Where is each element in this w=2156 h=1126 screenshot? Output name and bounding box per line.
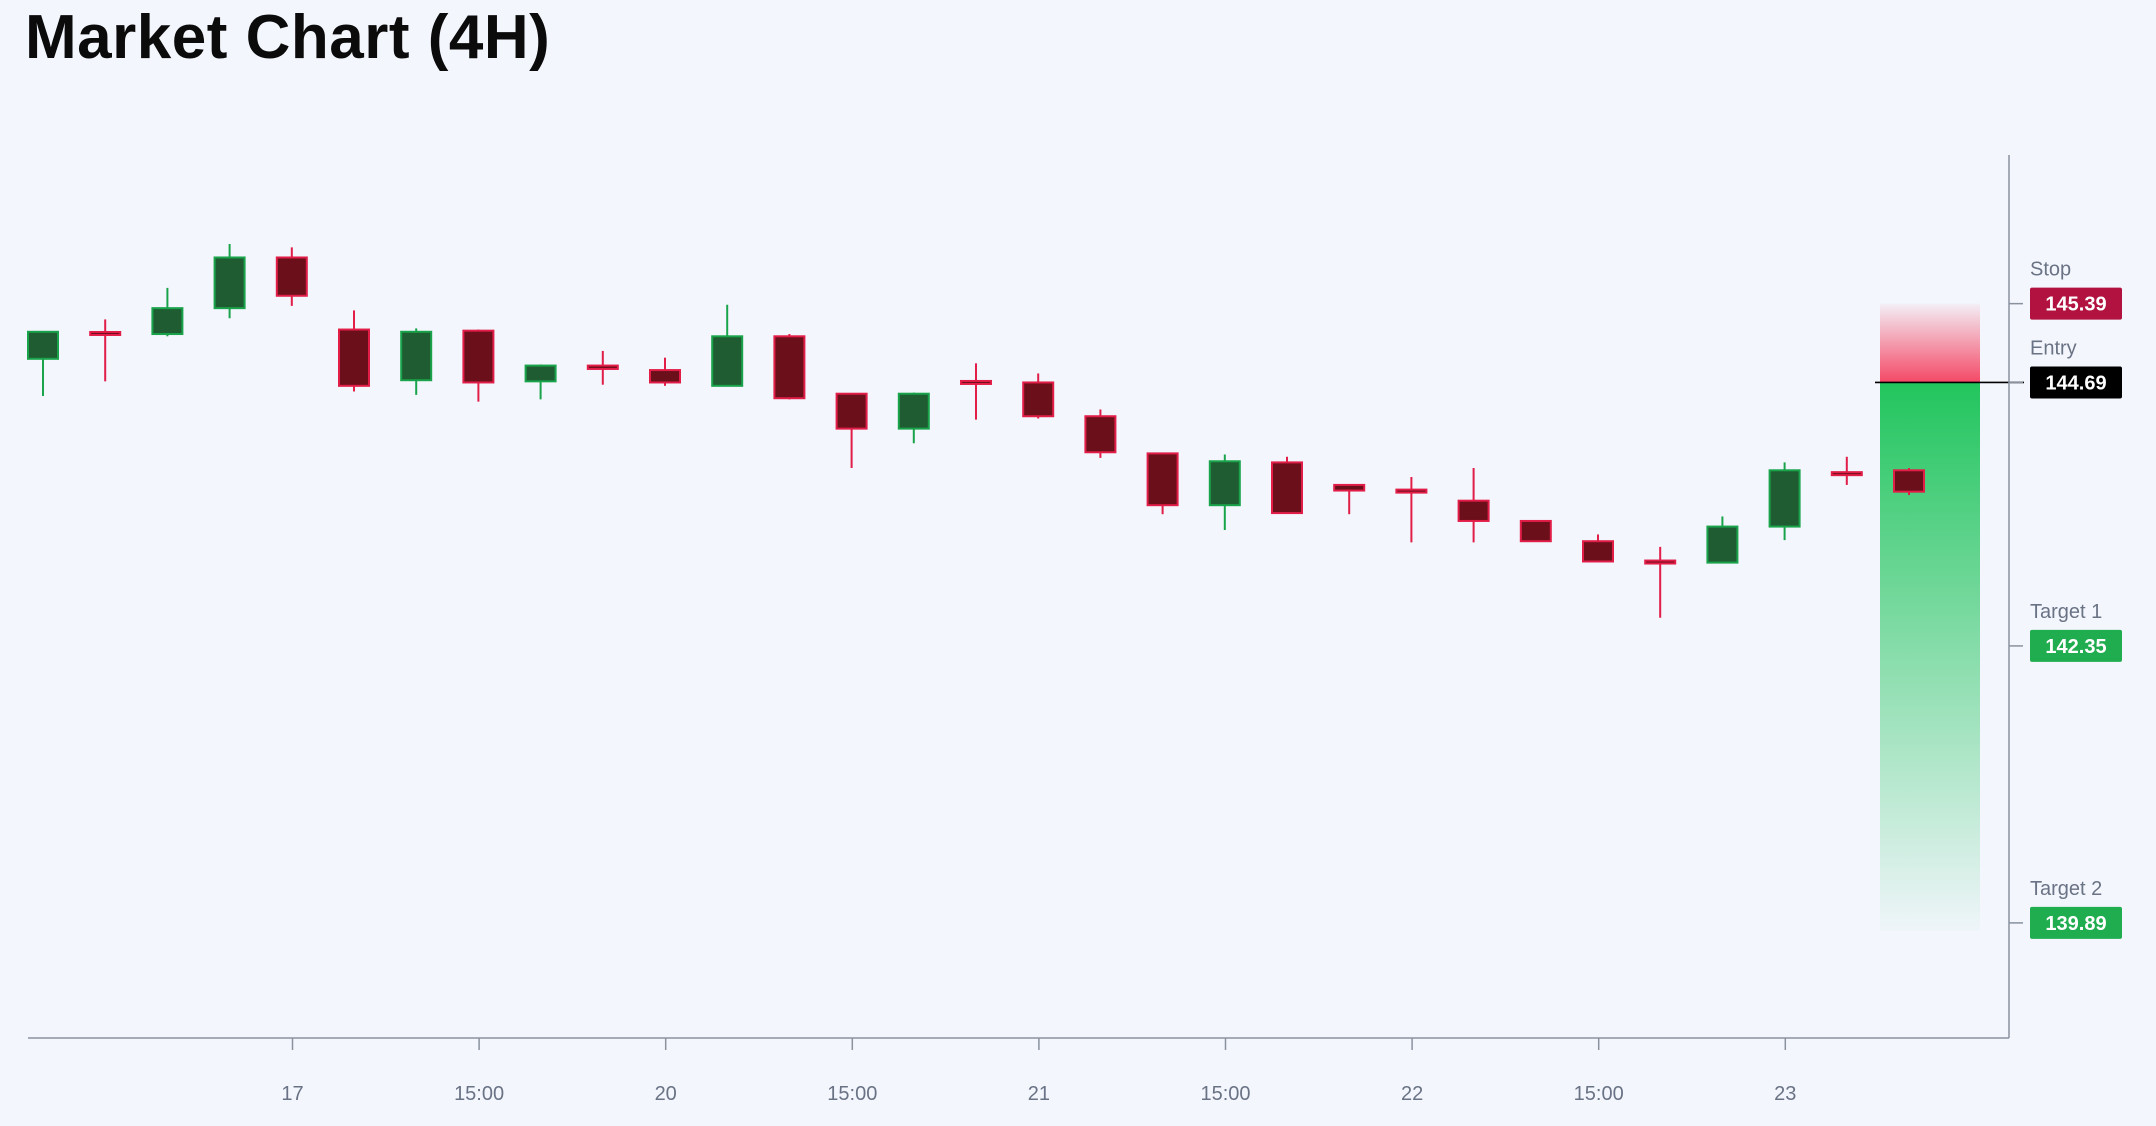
candle-body — [338, 328, 370, 387]
level-badge — [2030, 366, 2122, 399]
x-tick-label: 15:00 — [1574, 1083, 1624, 1105]
x-tick-label: 21 — [1028, 1083, 1050, 1105]
candle-body — [1893, 469, 1925, 493]
level-badge — [2030, 287, 2122, 320]
candle[interactable] — [773, 334, 806, 400]
candle-body — [773, 335, 806, 400]
candle-body — [1271, 461, 1303, 515]
candle-body — [151, 307, 184, 336]
candle[interactable] — [1084, 409, 1117, 458]
candle[interactable] — [1830, 456, 1863, 485]
x-tick-label: 15:00 — [827, 1083, 877, 1105]
candle[interactable] — [27, 330, 59, 396]
level-badge — [2030, 906, 2122, 939]
candle[interactable] — [338, 310, 370, 392]
candle[interactable] — [213, 243, 246, 319]
candle[interactable] — [1519, 519, 1552, 543]
candle[interactable] — [400, 328, 433, 395]
candle[interactable] — [89, 319, 122, 382]
candle-body — [649, 369, 681, 384]
candle[interactable] — [1644, 546, 1677, 618]
candle[interactable] — [1333, 483, 1366, 515]
candle-body — [1457, 499, 1490, 522]
level-label: Entry — [2030, 337, 2077, 359]
candle-body — [897, 392, 930, 430]
candle[interactable] — [835, 392, 868, 469]
candle-body — [1830, 471, 1863, 477]
level-label: Stop — [2030, 259, 2071, 281]
level-label: Target 1 — [2030, 601, 2102, 623]
candle-body — [89, 330, 122, 336]
candle[interactable] — [1706, 516, 1739, 564]
level-target: Target 1 142.35 — [2009, 601, 2122, 662]
candle-body — [1022, 381, 1055, 418]
candle-body — [400, 330, 433, 382]
trade-zones — [1875, 303, 2024, 931]
x-tick-label: 15:00 — [454, 1083, 504, 1105]
candle-body — [1582, 540, 1614, 563]
candle-body — [1395, 488, 1428, 494]
candle-body — [1706, 525, 1739, 564]
candle-body — [1333, 483, 1366, 492]
candle-body — [960, 379, 992, 385]
level-target: Target 2 139.89 — [2009, 878, 2122, 939]
candle-body — [27, 330, 59, 360]
level-badge — [2030, 629, 2122, 662]
candle[interactable] — [1146, 452, 1179, 515]
candle-body — [462, 329, 495, 384]
candle[interactable] — [275, 247, 308, 306]
candle[interactable] — [897, 392, 930, 444]
x-tick-label: 20 — [655, 1083, 677, 1105]
candle-body — [1768, 469, 1801, 528]
candle-body — [1208, 460, 1241, 507]
profit-zone — [1880, 382, 1980, 931]
candle[interactable] — [649, 357, 681, 386]
candle-body — [213, 256, 246, 310]
candle-body — [711, 335, 744, 387]
level-value: 145.39 — [2045, 294, 2106, 316]
candle[interactable] — [524, 364, 557, 400]
candle[interactable] — [1022, 373, 1055, 419]
candle[interactable] — [1208, 454, 1241, 530]
x-tick-label: 17 — [281, 1083, 303, 1105]
axes-layer: 17 15:00 20 15:00 21 15:00 22 15:00 23 — [28, 155, 2010, 1105]
level-label: Target 2 — [2030, 878, 2102, 900]
level-value: 142.35 — [2045, 636, 2106, 658]
candle[interactable] — [960, 363, 992, 420]
level-value: 144.69 — [2045, 372, 2106, 394]
x-tick-label: 22 — [1401, 1083, 1423, 1105]
candle[interactable] — [1893, 468, 1925, 496]
candle-body — [1519, 519, 1552, 543]
candles-layer — [27, 243, 1925, 618]
page-title: Market Chart (4H) — [25, 3, 551, 72]
level-value: 139.89 — [2045, 913, 2106, 935]
candle-body — [1084, 415, 1117, 454]
candle[interactable] — [1395, 477, 1428, 543]
candle-body — [1146, 452, 1179, 507]
level-entry: Entry 144.69 — [2009, 337, 2122, 399]
candle-body — [1644, 559, 1677, 565]
level-stop: Stop 145.39 — [2009, 259, 2122, 320]
x-tick-label: 15:00 — [1200, 1083, 1250, 1105]
candle-body — [524, 364, 557, 383]
candle-body — [835, 392, 868, 430]
candle[interactable] — [1271, 456, 1303, 515]
candle[interactable] — [711, 304, 744, 387]
candle[interactable] — [151, 287, 184, 337]
candle[interactable] — [1582, 534, 1614, 563]
stop-zone — [1880, 303, 1980, 383]
candle[interactable] — [586, 350, 619, 385]
candle[interactable] — [462, 329, 495, 402]
candle[interactable] — [1768, 462, 1801, 541]
x-tick-label: 23 — [1774, 1083, 1796, 1105]
candle-body — [586, 364, 619, 370]
candle[interactable] — [1457, 468, 1490, 543]
candle-body — [275, 256, 308, 297]
